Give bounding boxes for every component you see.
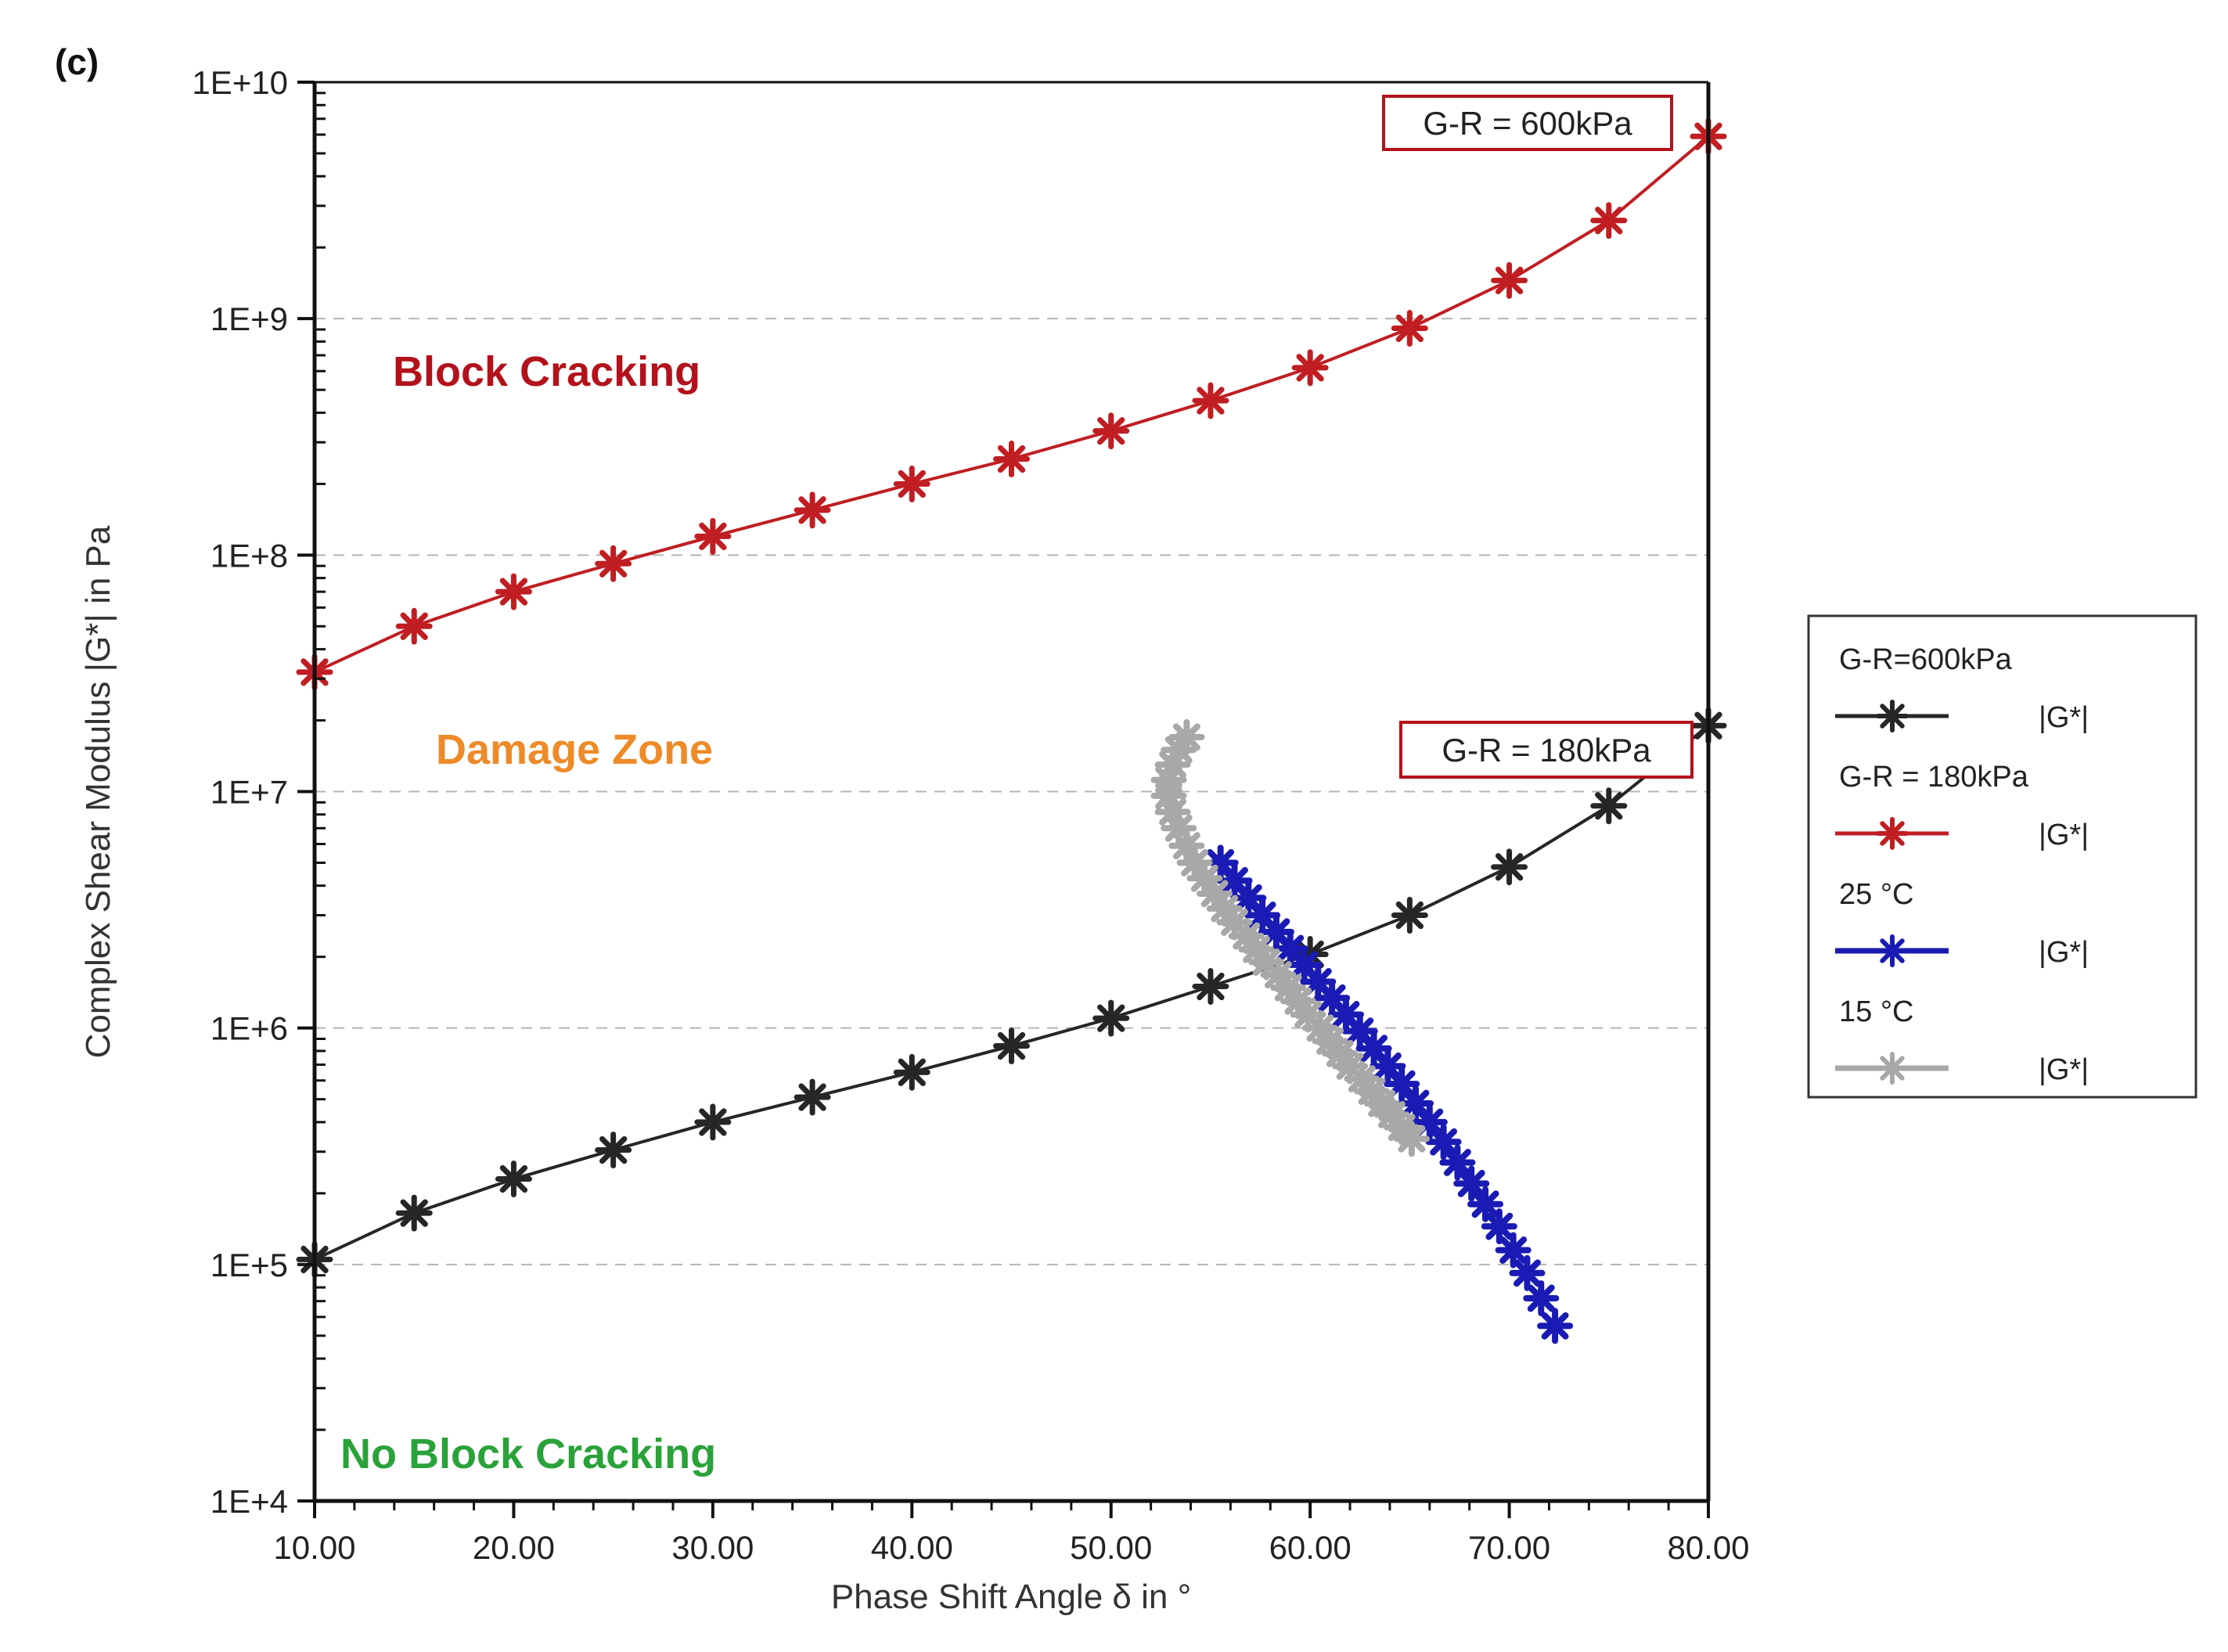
zone-label: No Block Cracking <box>340 1431 716 1477</box>
data-point <box>694 517 732 555</box>
data-point <box>495 1161 532 1198</box>
data-point <box>993 1028 1030 1065</box>
zone-label: Damage Zone <box>436 726 713 773</box>
series-4 <box>1150 718 1430 1157</box>
data-point <box>1453 1165 1490 1202</box>
axis-ticks: 1E+4 1E+5 1E+6 1E+7 1E+8 1E+9 1E+10 10.00 20.00 3… <box>192 64 1749 1566</box>
legend: G-R=600kPa |G*| G-R = 180kPa |G*| 25 °C |G*| 1… <box>1807 614 2197 1099</box>
data-point <box>495 573 532 610</box>
data-point <box>395 1194 433 1232</box>
x-tick-label: 50.00 <box>1070 1529 1152 1566</box>
y-tick-label: 1E+8 <box>211 537 288 574</box>
series-3 <box>1202 844 1574 1344</box>
data-point <box>694 1103 732 1141</box>
annotation-180kpa: G-R = 180kPa <box>1399 721 1693 779</box>
series-2 <box>296 707 1727 1278</box>
legend-label: |G*| <box>2039 701 2089 734</box>
legend-title: G-R=600kPa <box>1839 643 2013 676</box>
x-tick-label: 80.00 <box>1667 1529 1749 1566</box>
data-point <box>1230 880 1267 916</box>
y-tick-label: 1E+4 <box>211 1483 288 1520</box>
legend-label: |G*| <box>2039 936 2089 969</box>
legend-marker <box>1876 1052 1909 1085</box>
zone-labels: Block Cracking Damage Zone No Block Cracki… <box>340 348 716 1477</box>
data-point <box>1590 787 1628 825</box>
legend-marker <box>1876 700 1909 732</box>
data-point <box>1391 310 1428 347</box>
data-point <box>993 440 1030 477</box>
data-point <box>1425 1124 1462 1161</box>
data-point <box>1491 848 1528 886</box>
data-point <box>1495 1232 1532 1269</box>
data-point <box>893 465 930 502</box>
x-tick-label: 30.00 <box>671 1529 754 1566</box>
y-tick-label: 1E+10 <box>192 64 288 101</box>
data-point <box>1439 1144 1476 1181</box>
legend-marker <box>1876 934 1909 967</box>
data-point <box>1384 1066 1420 1103</box>
data-point <box>794 491 831 529</box>
y-tick-label: 1E+9 <box>211 301 288 337</box>
legend-box <box>1807 614 2197 1099</box>
x-axis-title: Phase Shift Angle δ in ° <box>831 1578 1191 1616</box>
legend-marker <box>1876 817 1909 850</box>
data-point <box>595 1131 632 1168</box>
data-point <box>1523 1279 1560 1316</box>
y-tick-label: 1E+7 <box>211 774 288 811</box>
data-point <box>1481 1208 1517 1245</box>
data-point <box>1491 261 1528 299</box>
legend-label: |G*| <box>2039 819 2089 851</box>
data-point <box>1291 349 1329 387</box>
legend-title: 25 °C <box>1839 878 1913 911</box>
y-tick-label: 1E+5 <box>211 1247 288 1283</box>
legend-title: 15 °C <box>1839 995 1913 1028</box>
data-point <box>1393 1121 1430 1157</box>
data-point <box>395 607 433 645</box>
data-series <box>296 117 1727 1344</box>
data-point <box>1509 1254 1546 1291</box>
data-point <box>1590 202 1628 239</box>
data-point <box>595 545 632 582</box>
data-point <box>1397 1085 1434 1121</box>
legend-title: G-R = 180kPa <box>1839 761 2029 794</box>
y-axis-title: Complex Shear Modulus |G*| in Pa <box>79 525 117 1058</box>
data-point <box>1092 999 1130 1037</box>
annotation-600kpa: G-R = 600kPa <box>1382 95 1673 151</box>
data-point <box>1537 1308 1574 1344</box>
data-point <box>1216 904 1253 941</box>
legend-label: |G*| <box>2039 1053 2089 1086</box>
data-point <box>1467 1186 1504 1222</box>
y-tick-label: 1E+6 <box>211 1010 288 1047</box>
annotation-600kpa-text: G-R = 600kPa <box>1423 105 1632 142</box>
series-1 <box>296 117 1727 691</box>
x-tick-label: 40.00 <box>871 1529 953 1566</box>
zone-label: Block Cracking <box>393 348 700 395</box>
panel-label: (c) <box>55 41 99 82</box>
data-point <box>1092 412 1130 450</box>
data-point <box>893 1053 930 1091</box>
x-tick-label: 20.00 <box>473 1529 555 1566</box>
data-point <box>1391 896 1428 934</box>
data-point <box>1192 967 1229 1005</box>
annotation-180kpa-text: G-R = 180kPa <box>1442 732 1651 768</box>
x-tick-label: 70.00 <box>1468 1529 1550 1566</box>
x-tick-label: 10.00 <box>273 1529 355 1566</box>
data-point <box>1192 382 1229 419</box>
data-point <box>794 1078 831 1116</box>
x-tick-label: 60.00 <box>1269 1529 1352 1566</box>
